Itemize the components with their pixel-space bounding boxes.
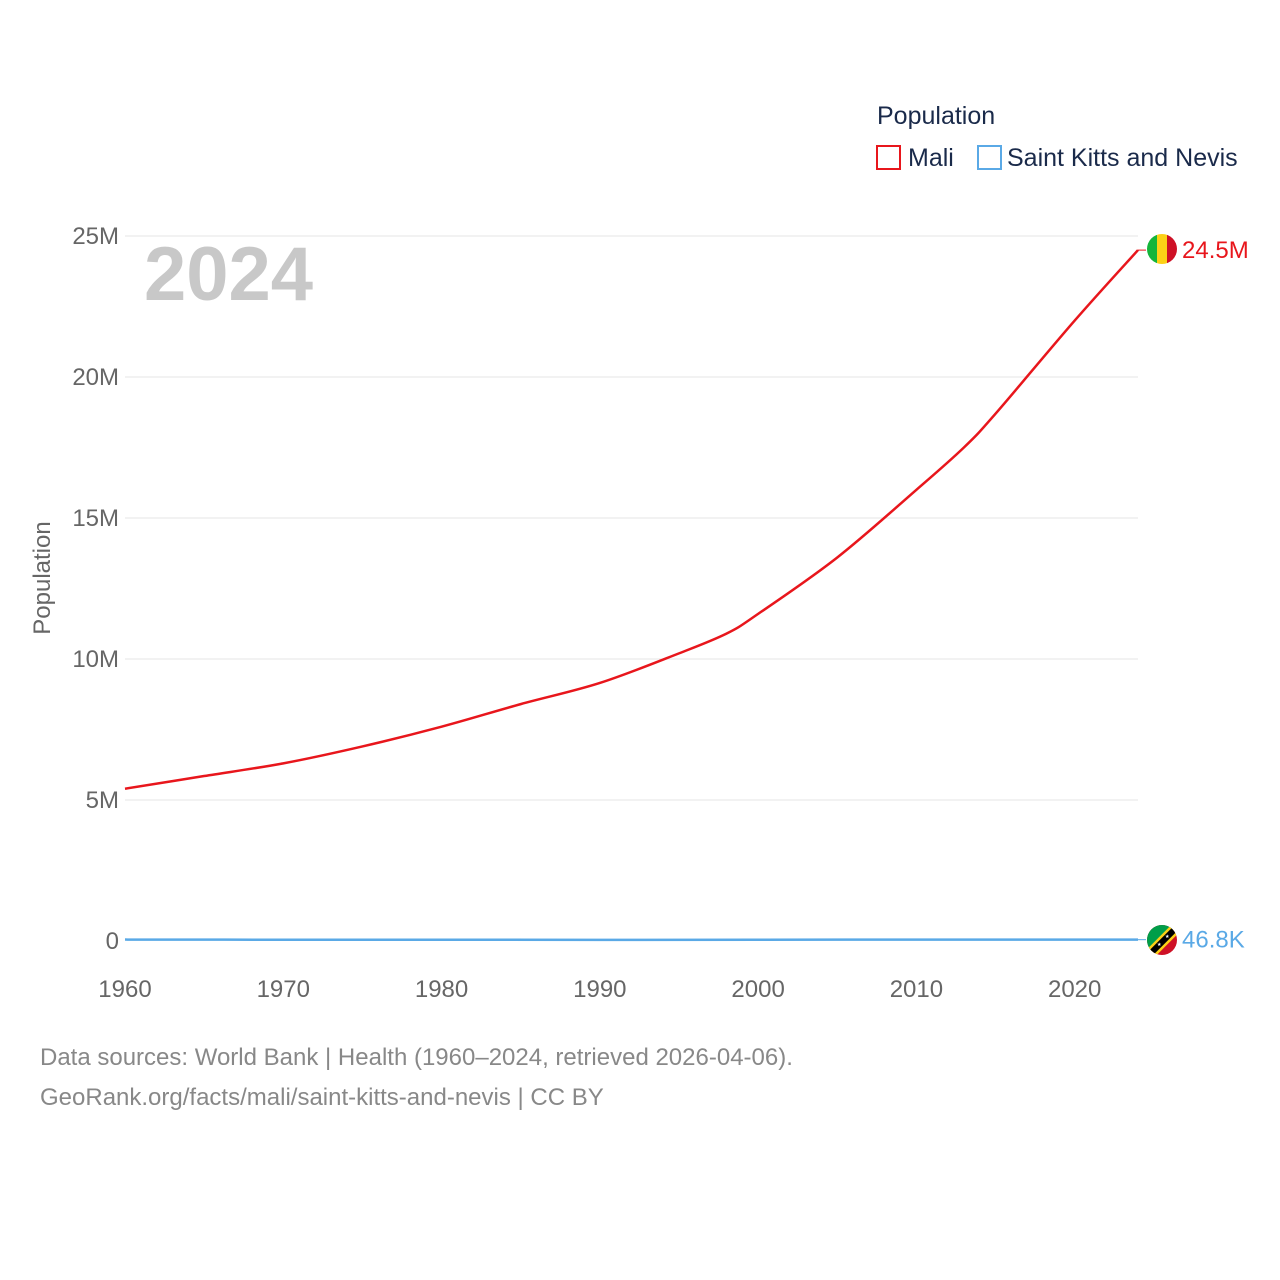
y-tick-label: 25M [72, 223, 119, 250]
y-tick-label: 5M [86, 787, 119, 814]
legend-item-mali[interactable]: Mali [876, 144, 954, 172]
end-value-label-saint-kitts-and-nevis: 46.8K [1182, 927, 1245, 954]
legend-swatch-mali [876, 145, 901, 170]
x-tick-label: 1990 [573, 976, 626, 1003]
legend: Population Mali Saint Kitts and Nevis [876, 102, 1238, 172]
series-lines [124, 249, 1139, 942]
footer-sources: Data sources: World Bank | Health (1960–… [40, 1044, 793, 1071]
end-markers: 24.5M 46.8K [1138, 237, 1249, 954]
footer-attribution: GeoRank.org/facts/mali/saint-kitts-and-n… [40, 1084, 604, 1111]
legend-item-saint-kitts-and-nevis[interactable]: Saint Kitts and Nevis [977, 144, 1238, 172]
y-axis-title: Population [29, 521, 56, 634]
legend-title: Population [877, 102, 995, 130]
legend-label-saint-kitts-and-nevis: Saint Kitts and Nevis [1007, 144, 1238, 172]
y-tick-label: 20M [72, 364, 119, 391]
svg-text:★: ★ [1157, 942, 1162, 948]
x-tick-label: 2010 [890, 976, 943, 1003]
x-tick-label: 1970 [257, 976, 310, 1003]
x-tick-label: 1960 [98, 976, 151, 1003]
x-tick-label: 2020 [1048, 976, 1101, 1003]
y-axis: 0 5M 10M 15M 20M 25M [72, 223, 119, 955]
legend-swatch-saint-kitts-and-nevis [977, 145, 1002, 170]
x-axis: 1960 1970 1980 1990 2000 2010 2020 [98, 976, 1101, 1003]
legend-label-mali: Mali [908, 144, 954, 172]
svg-text:★: ★ [1165, 934, 1170, 940]
y-tick-label: 15M [72, 505, 119, 532]
x-tick-label: 2000 [731, 976, 784, 1003]
current-year-label: 2024 [144, 232, 313, 317]
mali-flag-icon [1147, 234, 1177, 264]
y-tick-label: 10M [72, 646, 119, 673]
saint-kitts-and-nevis-flag-icon: ★ ★ [1147, 925, 1177, 955]
grid-lines [125, 235, 1138, 801]
y-tick-label: 0 [106, 928, 119, 955]
x-tick-label: 1980 [415, 976, 468, 1003]
end-value-label-mali: 24.5M [1182, 237, 1249, 264]
series-line-mali[interactable] [124, 249, 1139, 790]
